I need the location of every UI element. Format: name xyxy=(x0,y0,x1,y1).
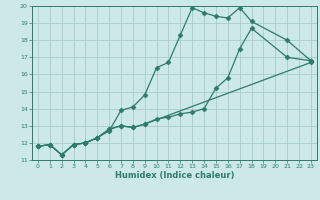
X-axis label: Humidex (Indice chaleur): Humidex (Indice chaleur) xyxy=(115,171,234,180)
